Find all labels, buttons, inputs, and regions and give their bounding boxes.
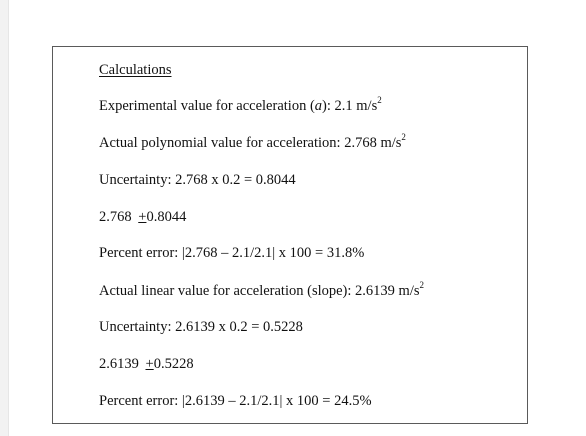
- acceleration-symbol: a: [314, 98, 323, 114]
- plus-minus-sign: +: [138, 209, 147, 225]
- linear-percent-error-line: Percent error: |2.6139 – 2.1/2.1| x 100 …: [99, 393, 372, 409]
- linear-uncertainty-line: Uncertainty: 2.6139 x 0.2 = 0.5228: [99, 319, 303, 335]
- uncertainty-value: 0.8044: [146, 209, 187, 225]
- polynomial-uncertainty-line: Uncertainty: 2.768 x 0.2 = 0.8044: [99, 172, 296, 188]
- polynomial-value-with-uncertainty: 2.768 +0.8044: [99, 208, 186, 226]
- calculations-heading: Calculations: [99, 62, 172, 78]
- line-text: Experimental value for acceleration (: [99, 98, 315, 114]
- line-text-suffix: ): 2.1 m/s: [322, 98, 378, 114]
- calculations-box: Calculations Experimental value for acce…: [52, 46, 528, 424]
- value: 2.768: [99, 209, 132, 225]
- unit-exponent: 2: [401, 132, 406, 143]
- unit-exponent: 2: [419, 280, 425, 291]
- plus-minus-sign: +: [145, 356, 154, 372]
- linear-acceleration-line: Actual linear value for acceleration (sl…: [99, 280, 425, 300]
- experimental-acceleration-line: Experimental value for acceleration (a):…: [99, 95, 382, 115]
- linear-value-with-uncertainty: 2.6139 +0.5228: [99, 355, 194, 373]
- page-gutter: [0, 0, 9, 436]
- unit-exponent: 2: [377, 95, 382, 106]
- uncertainty-value: 0.5228: [153, 356, 194, 372]
- value: 2.6139: [99, 356, 139, 372]
- line-text: Actual polynomial value for acceleration…: [99, 135, 402, 151]
- polynomial-acceleration-line: Actual polynomial value for acceleration…: [99, 132, 406, 152]
- line-text: Actual linear value for acceleration (sl…: [99, 283, 420, 299]
- polynomial-percent-error-line: Percent error: |2.768 – 2.1/2.1| x 100 =…: [99, 245, 365, 261]
